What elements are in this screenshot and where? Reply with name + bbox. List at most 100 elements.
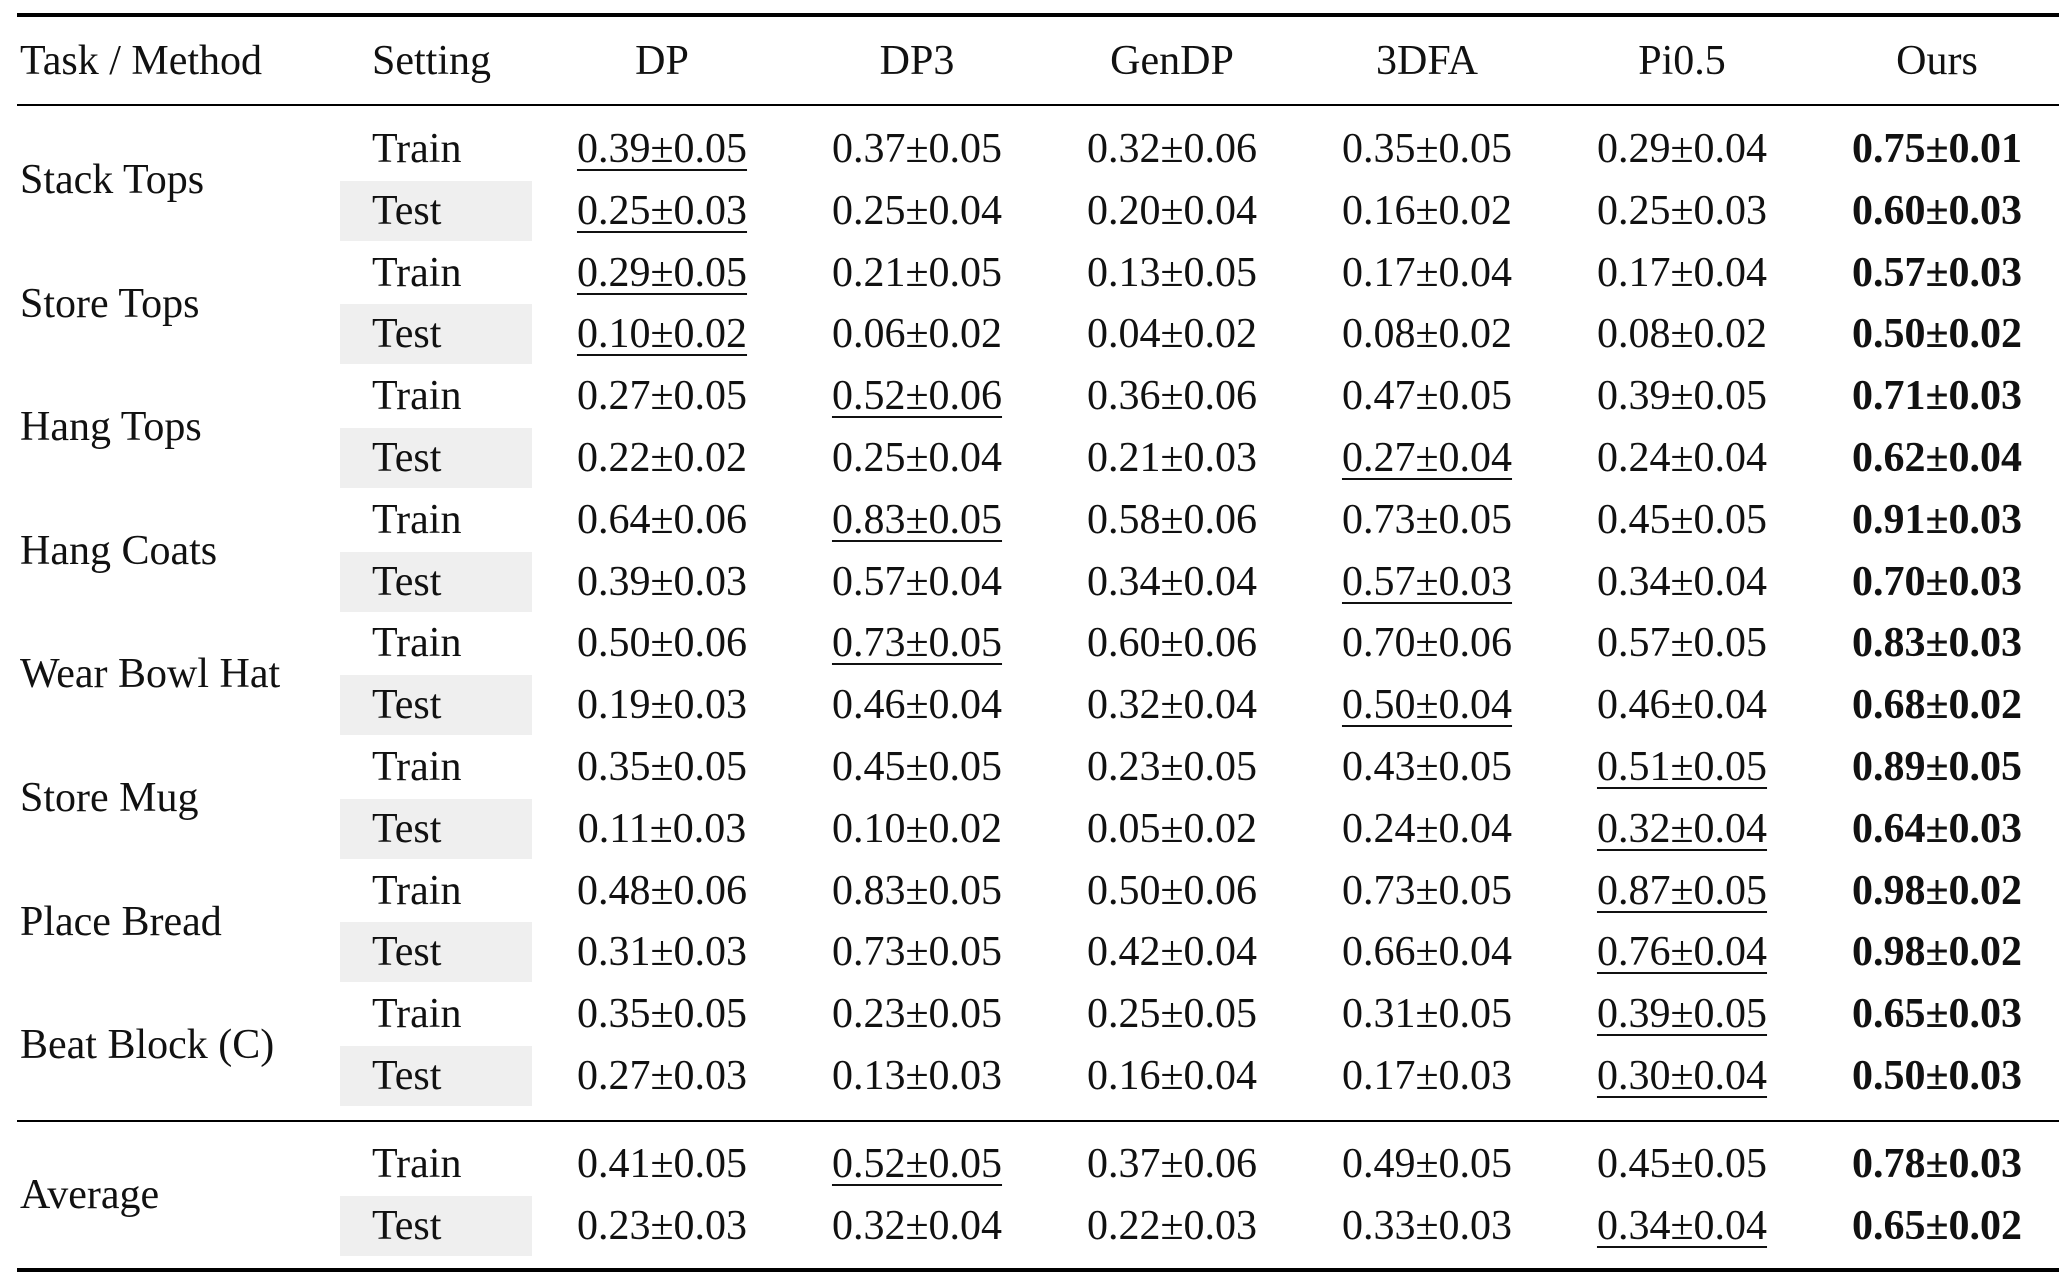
- header-gendp: GenDP: [1110, 38, 1234, 84]
- value-cell: 0.62±0.04: [1851, 435, 2023, 481]
- value-cell: 0.17±0.04: [1341, 249, 1513, 296]
- setting-cell: Test: [340, 180, 532, 241]
- value-cell: 0.05±0.02: [1086, 805, 1258, 852]
- setting-cell: Train: [372, 991, 462, 1038]
- value-cell: 0.25±0.05: [1086, 991, 1258, 1038]
- value-cell: 0.32±0.04: [831, 1202, 1003, 1249]
- value-cell: 0.57±0.05: [1596, 620, 1768, 667]
- value-cell: 0.60±0.03: [1851, 187, 2023, 234]
- value-cell: 0.36±0.06: [1086, 373, 1258, 420]
- value-cell: 0.35±0.05: [576, 744, 748, 790]
- setting-cell: Train: [372, 620, 462, 667]
- value-cell: 0.39±0.03: [576, 558, 748, 605]
- value-cell: 0.39±0.05: [1596, 373, 1768, 420]
- value-cell: 0.29±0.05: [576, 249, 748, 296]
- value-cell: 0.16±0.02: [1341, 187, 1513, 234]
- value-cell: 0.06±0.02: [831, 311, 1003, 358]
- value-cell: 0.37±0.05: [831, 126, 1003, 172]
- average-rule: [17, 1120, 2059, 1122]
- task-label-store-mug: Store Mug: [20, 774, 199, 821]
- value-cell: 0.89±0.05: [1851, 744, 2023, 790]
- value-cell: 0.49±0.05: [1341, 1141, 1513, 1187]
- header-dp: DP: [635, 38, 689, 84]
- value-cell: 0.91±0.03: [1851, 496, 2023, 543]
- value-cell: 0.65±0.03: [1851, 991, 2023, 1038]
- value-cell: 0.78±0.03: [1851, 1141, 2023, 1187]
- setting-cell: Train: [372, 373, 462, 420]
- value-cell: 0.70±0.06: [1341, 620, 1513, 667]
- value-cell: 0.24±0.04: [1341, 805, 1513, 852]
- value-cell: 0.73±0.05: [831, 929, 1003, 976]
- value-cell: 0.64±0.06: [576, 496, 748, 543]
- value-cell: 0.34±0.04: [1596, 1202, 1768, 1249]
- setting-cell: Train: [372, 744, 462, 790]
- value-cell: 0.34±0.04: [1596, 558, 1768, 605]
- header-task-method: Task / Method: [20, 38, 263, 84]
- value-cell: 0.29±0.04: [1596, 126, 1768, 172]
- value-cell: 0.33±0.03: [1341, 1202, 1513, 1249]
- value-cell: 0.11±0.03: [577, 805, 747, 852]
- value-cell: 0.08±0.02: [1596, 311, 1768, 358]
- value-cell: 0.47±0.05: [1341, 373, 1513, 420]
- value-cell: 0.22±0.02: [576, 435, 748, 481]
- value-cell: 0.17±0.03: [1341, 1053, 1513, 1099]
- value-cell: 0.39±0.05: [576, 126, 748, 172]
- value-cell: 0.45±0.05: [831, 744, 1003, 790]
- value-cell: 0.39±0.05: [1596, 991, 1768, 1038]
- value-cell: 0.76±0.04: [1596, 929, 1768, 976]
- task-label-beat-block-c: Beat Block (C): [20, 1022, 275, 1069]
- setting-cell: Test: [340, 551, 532, 612]
- value-cell: 0.32±0.04: [1596, 805, 1768, 852]
- value-cell: 0.42±0.04: [1086, 929, 1258, 976]
- value-cell: 0.10±0.02: [576, 311, 748, 358]
- setting-cell: Test: [340, 428, 532, 488]
- setting-cell: Test: [340, 1195, 532, 1256]
- value-cell: 0.52±0.05: [831, 1141, 1003, 1187]
- value-cell: 0.30±0.04: [1596, 1053, 1768, 1099]
- value-cell: 0.32±0.04: [1086, 682, 1258, 729]
- value-cell: 0.43±0.05: [1341, 744, 1513, 790]
- setting-cell: Train: [372, 867, 462, 914]
- value-cell: 0.70±0.03: [1851, 558, 2023, 605]
- value-cell: 0.83±0.05: [831, 496, 1003, 543]
- value-cell: 0.25±0.04: [831, 435, 1003, 481]
- value-cell: 0.48±0.06: [576, 867, 748, 914]
- value-cell: 0.83±0.03: [1851, 620, 2023, 667]
- value-cell: 0.68±0.02: [1851, 682, 2023, 729]
- header-ours: Ours: [1896, 38, 1978, 84]
- value-cell: 0.65±0.02: [1851, 1202, 2023, 1249]
- bottom-rule: [17, 1268, 2059, 1272]
- value-cell: 0.50±0.02: [1851, 311, 2023, 358]
- value-cell: 0.50±0.06: [1086, 867, 1258, 914]
- value-cell: 0.34±0.04: [1086, 558, 1258, 605]
- value-cell: 0.73±0.05: [1341, 867, 1513, 914]
- value-cell: 0.73±0.05: [831, 620, 1003, 667]
- value-cell: 0.71±0.03: [1851, 373, 2023, 420]
- value-cell: 0.13±0.03: [831, 1053, 1003, 1099]
- value-cell: 0.37±0.06: [1086, 1141, 1258, 1187]
- task-label-average: Average: [20, 1171, 160, 1218]
- task-label-hang-tops: Hang Tops: [20, 404, 202, 451]
- value-cell: 0.19±0.03: [576, 682, 748, 729]
- value-cell: 0.31±0.03: [576, 929, 748, 976]
- value-cell: 0.27±0.05: [576, 373, 748, 420]
- task-label-place-bread: Place Bread: [20, 898, 222, 945]
- value-cell: 0.25±0.04: [831, 187, 1003, 234]
- value-cell: 0.50±0.03: [1851, 1053, 2023, 1099]
- value-cell: 0.24±0.04: [1596, 435, 1768, 481]
- value-cell: 0.17±0.04: [1596, 249, 1768, 296]
- task-label-store-tops: Store Tops: [20, 280, 200, 327]
- value-cell: 0.57±0.03: [1341, 558, 1513, 605]
- value-cell: 0.87±0.05: [1596, 867, 1768, 914]
- top-rule: [17, 13, 2059, 17]
- task-label-wear-bowl-hat: Wear Bowl Hat: [20, 651, 281, 698]
- value-cell: 0.23±0.05: [831, 991, 1003, 1038]
- value-cell: 0.46±0.04: [1596, 682, 1768, 729]
- value-cell: 0.45±0.05: [1596, 496, 1768, 543]
- value-cell: 0.73±0.05: [1341, 496, 1513, 543]
- value-cell: 0.25±0.03: [1596, 187, 1768, 234]
- setting-cell: Train: [372, 249, 462, 296]
- setting-cell: Test: [340, 1046, 532, 1106]
- value-cell: 0.51±0.05: [1596, 744, 1768, 790]
- setting-cell: Test: [340, 798, 532, 859]
